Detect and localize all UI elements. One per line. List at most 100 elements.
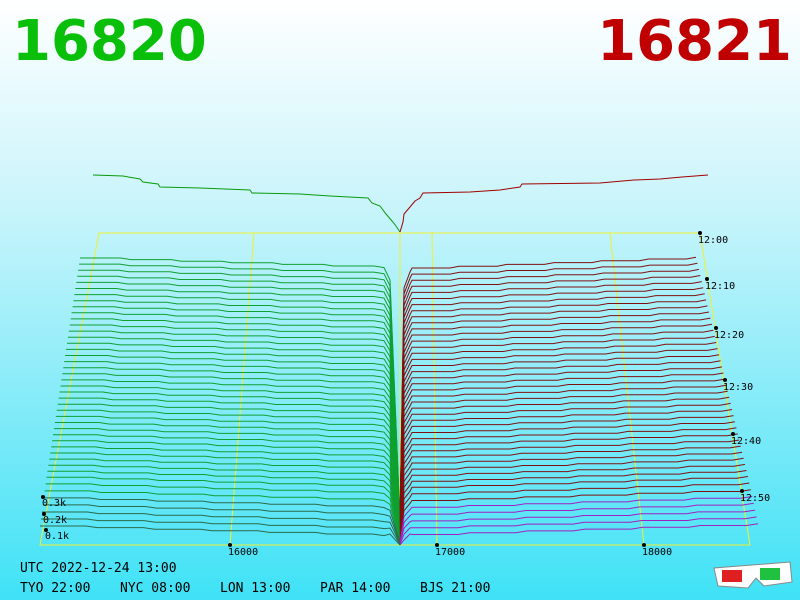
ask-row — [399, 445, 741, 539]
bid-curve — [92, 174, 401, 233]
ask-row — [399, 433, 738, 537]
axis-dot — [723, 378, 727, 382]
axis-dot — [731, 432, 735, 436]
bid-row — [59, 391, 401, 533]
axis-dot — [705, 277, 709, 281]
time-label: 12:10 — [705, 281, 735, 292]
bid-row — [80, 257, 401, 521]
price-label: 17000 — [435, 547, 465, 558]
bid-row — [78, 269, 401, 522]
axis-dot — [642, 543, 646, 547]
bid-row — [54, 428, 401, 537]
ask-row — [399, 463, 746, 540]
bid-row — [63, 367, 401, 531]
bid-row — [65, 355, 401, 530]
city-clock: LON 13:00 — [220, 581, 290, 596]
bid-row — [77, 275, 401, 522]
ask-row — [399, 268, 699, 522]
time-label: 12:20 — [714, 330, 744, 341]
ask-row — [399, 415, 734, 536]
bid-row — [71, 312, 401, 526]
axis-dot — [740, 489, 744, 493]
bid-row — [43, 497, 401, 543]
bid-row — [66, 348, 401, 529]
ask-row — [399, 311, 710, 526]
axis-dot — [698, 231, 702, 235]
bid-row — [51, 446, 401, 539]
ask-row — [399, 489, 751, 543]
bid-row — [45, 483, 401, 542]
3d-glasses-icon[interactable] — [713, 561, 793, 589]
ask-row — [399, 299, 707, 525]
ask-curve — [399, 174, 709, 233]
bid-row — [64, 361, 401, 530]
ask-row — [399, 470, 747, 541]
ask-row — [399, 476, 748, 541]
bid-row — [69, 324, 401, 527]
ask-row — [399, 329, 714, 528]
ask-row — [399, 305, 708, 525]
ask-row — [399, 262, 698, 521]
utc-time: UTC 2022-12-24 13:00 — [20, 561, 177, 576]
bid-row — [79, 263, 401, 521]
axis-dot — [228, 543, 232, 547]
city-clock: BJS 21:00 — [420, 581, 490, 596]
bid-row — [55, 415, 401, 536]
axis-dot — [42, 512, 46, 516]
ask-row — [399, 523, 759, 546]
bid-row — [73, 300, 401, 525]
ask-row — [399, 275, 701, 522]
ask-row — [399, 390, 728, 533]
ask-row — [399, 348, 718, 529]
ask-row — [399, 335, 715, 528]
time-label: 12:00 — [698, 235, 728, 246]
bid-row — [61, 379, 401, 532]
axis-dot — [714, 326, 718, 330]
ask-row — [399, 496, 753, 543]
bid-row — [44, 490, 401, 543]
bid-row — [68, 330, 401, 528]
bid-row — [74, 294, 401, 524]
bid-row — [40, 518, 401, 545]
bid-row — [56, 409, 401, 535]
ask-row — [399, 509, 756, 544]
bid-price: 16820 — [12, 9, 207, 74]
bid-row — [67, 336, 401, 528]
ask-row — [399, 402, 731, 535]
ask-row — [399, 366, 723, 531]
ask-row — [399, 256, 697, 521]
bid-row — [60, 385, 401, 533]
bid-row — [52, 440, 401, 538]
ask-row — [399, 421, 735, 536]
bid-row — [46, 476, 401, 542]
ask-row — [399, 378, 725, 532]
volume-label: 0.1k — [45, 531, 69, 542]
ask-row — [399, 281, 702, 523]
axis-dot — [44, 528, 48, 532]
ask-row — [399, 451, 743, 539]
ask-row — [399, 439, 740, 538]
ask-price: 16821 — [597, 9, 792, 74]
ask-row — [399, 354, 720, 530]
ask-row — [399, 502, 754, 544]
axis-dot — [435, 543, 439, 547]
bid-row — [75, 288, 401, 523]
history-rows — [40, 256, 759, 546]
bid-row — [72, 306, 401, 525]
ask-row — [399, 409, 733, 535]
bid-row — [58, 397, 401, 534]
bid-row — [57, 403, 401, 535]
bid-row — [62, 373, 401, 532]
bid-row — [40, 525, 401, 546]
bid-row — [47, 470, 401, 541]
ask-row — [399, 360, 721, 530]
bid-row — [41, 511, 401, 545]
bid-row — [50, 452, 401, 539]
ask-row — [399, 293, 705, 524]
bid-row — [76, 281, 401, 523]
time-label: 12:30 — [723, 382, 753, 393]
axis-dot — [41, 495, 45, 499]
ask-row — [399, 516, 757, 545]
volume-label: 0.2k — [43, 515, 67, 526]
